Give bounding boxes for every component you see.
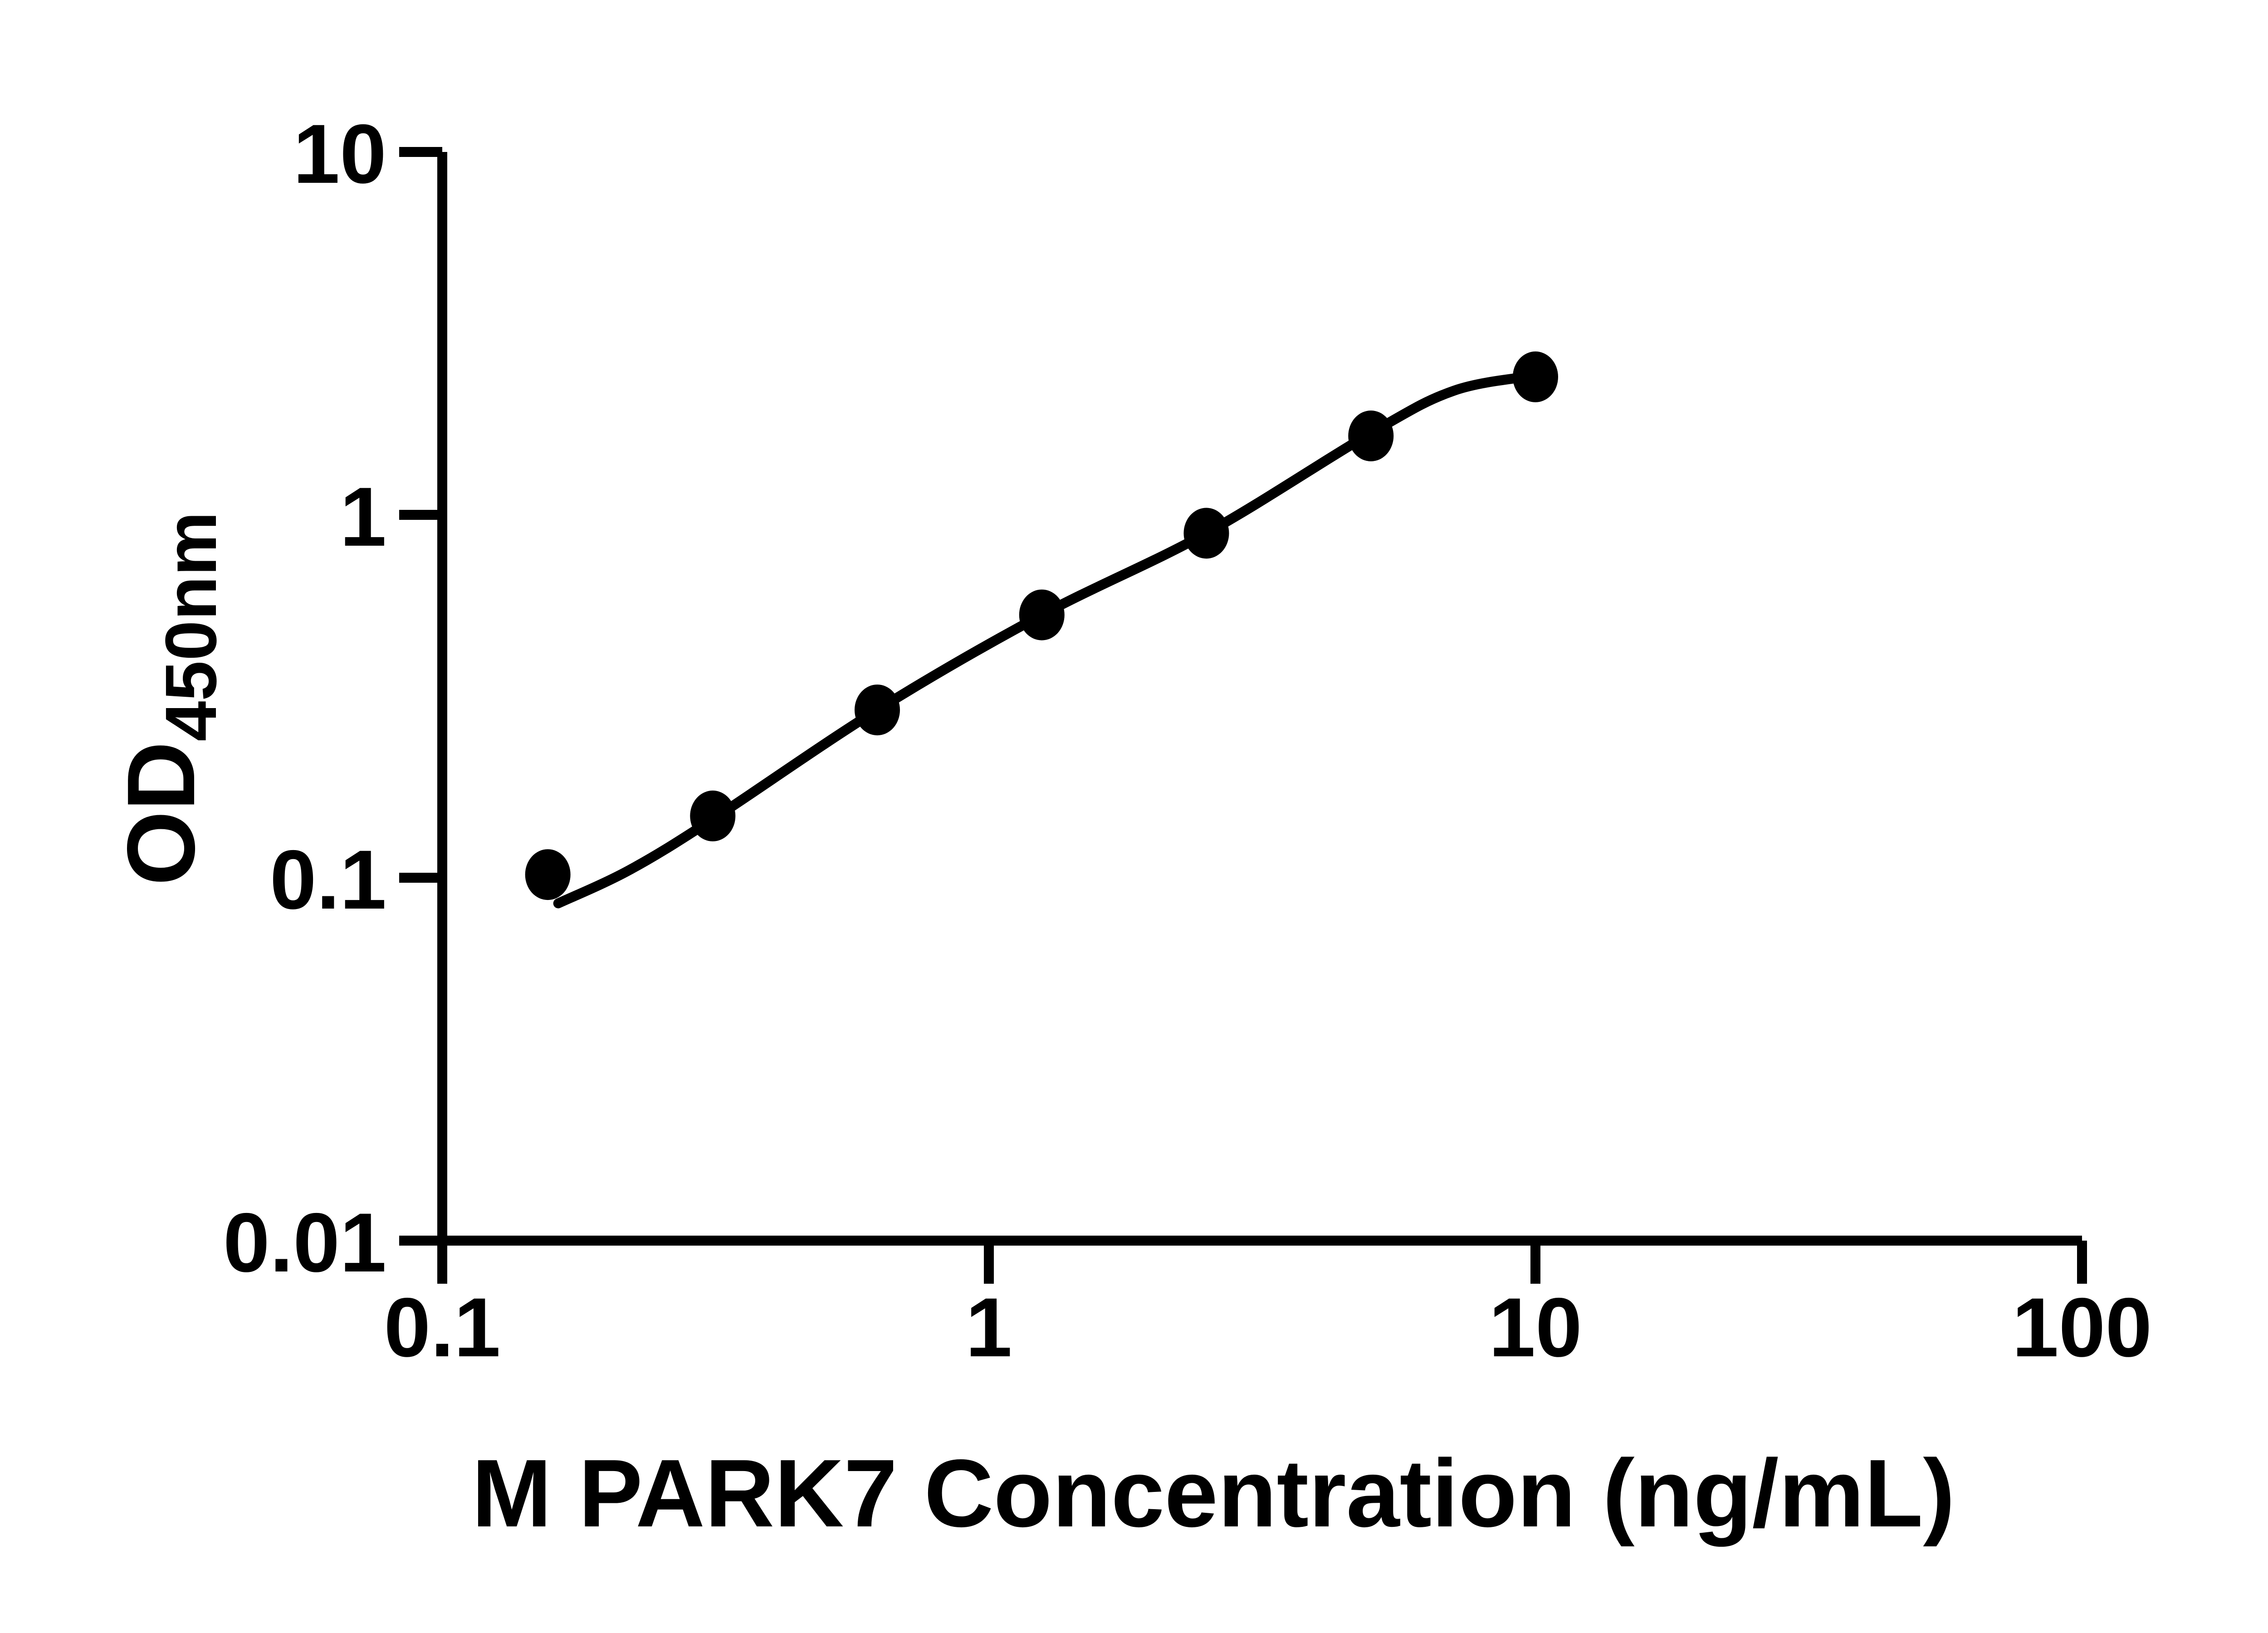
y-tick-labels: 10 1 0.1 0.01 bbox=[223, 108, 386, 1290]
y-tick-label: 10 bbox=[293, 108, 386, 201]
axis-ticks bbox=[399, 147, 2087, 1284]
x-tick-label: 0.1 bbox=[384, 1281, 500, 1374]
y-tick-label: 0.1 bbox=[270, 833, 386, 927]
y-axis-title: OD450nm bbox=[107, 512, 231, 886]
data-point bbox=[1019, 589, 1065, 640]
y-tick-label: 0.01 bbox=[223, 1196, 386, 1290]
data-point bbox=[855, 684, 900, 736]
axes bbox=[437, 152, 2082, 1246]
data-point bbox=[690, 790, 736, 841]
data-point bbox=[1183, 508, 1229, 559]
x-tick-label: 1 bbox=[966, 1281, 1012, 1374]
y-axis-title-subscript: 450nm bbox=[150, 512, 231, 742]
x-tick-label: 10 bbox=[1489, 1281, 1582, 1374]
y-tick-label: 1 bbox=[340, 470, 386, 564]
data-point bbox=[525, 849, 571, 900]
data-point bbox=[1513, 351, 1558, 402]
x-axis-title: M PARK7 Concentration (ng/mL) bbox=[472, 1439, 1955, 1547]
x-tick-label: 100 bbox=[2012, 1281, 2152, 1374]
x-tick-labels: 0.1 1 10 100 bbox=[384, 1281, 2152, 1374]
data-point bbox=[1348, 411, 1394, 461]
data-series bbox=[525, 351, 1558, 909]
y-axis-title-main: OD bbox=[107, 741, 215, 885]
